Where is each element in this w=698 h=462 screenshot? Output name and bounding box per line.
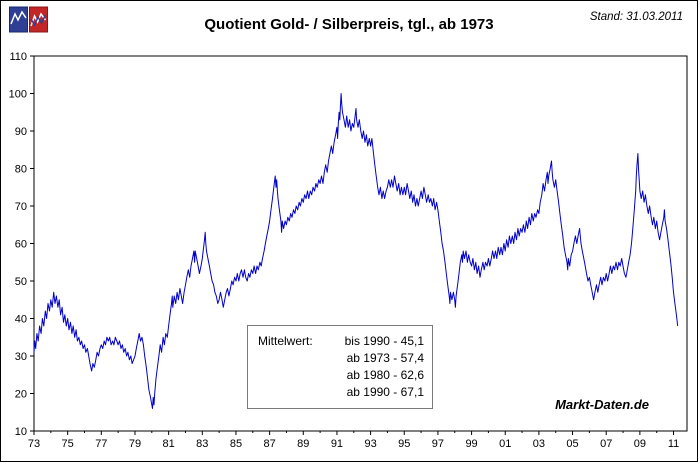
x-tick-label: 05 [566, 438, 578, 450]
x-tick-label: 89 [297, 438, 309, 450]
x-tick-label: 95 [398, 438, 410, 450]
y-axis: 10 20 30 40 50 60 70 80 90 100 110 [9, 51, 34, 438]
markt-daten-logo [9, 6, 48, 33]
y-tick-label: 20 [15, 389, 27, 401]
mittelwert-legend-box: Mittelwert: bis 1990 - 45,1 ab 1973 - 57… [247, 325, 433, 409]
x-tick-label: 07 [600, 438, 612, 450]
legend-value: ab 1990 - 67,1 [346, 385, 424, 399]
y-tick-label: 100 [9, 89, 27, 101]
x-tick-label: 85 [230, 438, 242, 450]
legend-row: ab 1973 - 57,4 [258, 350, 424, 367]
x-tick-label: 83 [196, 438, 208, 450]
y-tick-label: 40 [15, 314, 27, 326]
x-tick-label: 81 [163, 438, 175, 450]
legend-row: Mittelwert: bis 1990 - 45,1 [258, 333, 424, 350]
x-tick-label: 91 [331, 438, 343, 450]
x-tick-label: 73 [28, 438, 40, 450]
x-tick-label: 75 [62, 438, 74, 450]
x-tick-label: 79 [129, 438, 141, 450]
x-tick-label: 03 [533, 438, 545, 450]
x-tick-label: 77 [95, 438, 107, 450]
logo-red-tile-icon [29, 6, 48, 33]
y-tick-label: 50 [15, 276, 27, 288]
chart-title: Quotient Gold- / Silberpreis, tgl., ab 1… [204, 16, 494, 33]
x-tick-label: 99 [465, 438, 477, 450]
x-tick-label: 97 [432, 438, 444, 450]
y-tick-label: 30 [15, 351, 27, 363]
x-tick-label: 93 [364, 438, 376, 450]
legend-label: Mittelwert: [258, 334, 313, 348]
y-tick-label: 110 [9, 51, 27, 63]
stand-date: Stand: 31.03.2011 [589, 11, 683, 23]
legend-value: ab 1980 - 62,6 [346, 368, 424, 382]
x-tick-label: 09 [634, 438, 646, 450]
legend-row: ab 1980 - 62,6 [258, 367, 424, 384]
x-tick-label: 87 [263, 438, 275, 450]
site-watermark: Markt-Daten.de [555, 397, 649, 412]
y-tick-label: 70 [15, 201, 27, 213]
y-tick-label: 90 [15, 126, 27, 138]
y-tick-label: 80 [15, 164, 27, 176]
x-axis: 73 75 77 79 81 83 85 87 89 91 93 95 97 99 01 03 05 07 09 11 [28, 431, 679, 450]
legend-row: ab 1990 - 67,1 [258, 384, 424, 401]
y-tick-label: 60 [15, 239, 27, 251]
x-tick-label: 01 [499, 438, 511, 450]
y-tick-label: 10 [15, 426, 27, 438]
legend-value: bis 1990 - 45,1 [344, 334, 424, 348]
logo-blue-tile-icon [9, 6, 28, 33]
x-tick-label: 11 [668, 438, 679, 450]
legend-value: ab 1973 - 57,4 [346, 351, 424, 365]
ratio-data-line [33, 93, 679, 409]
